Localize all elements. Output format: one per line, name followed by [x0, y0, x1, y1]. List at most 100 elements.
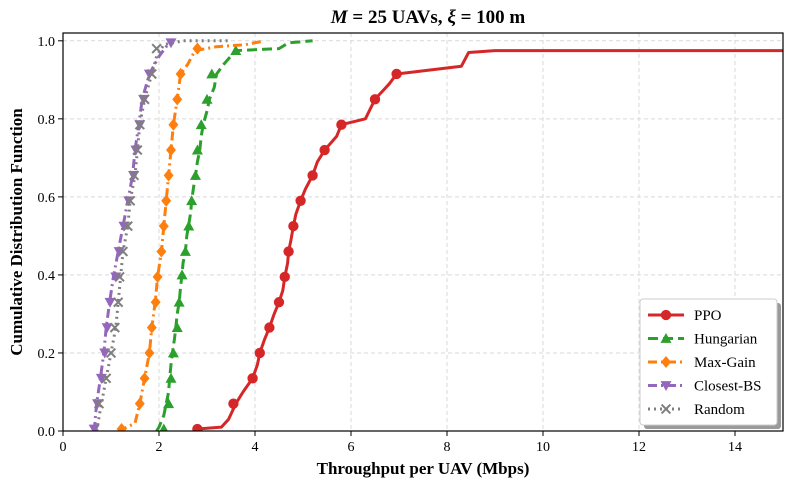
plot-frame: [62, 32, 784, 432]
legend-entry-ppo: PPO: [648, 308, 722, 324]
marker-hungarian: [186, 195, 198, 206]
marker-ppo: [369, 94, 381, 105]
legend-marker-max-gain: [661, 355, 671, 369]
series-layer: [88, 38, 783, 431]
marker-random: [114, 271, 125, 282]
x-axis-label: Throughput per UAV (Mbps): [317, 459, 530, 478]
marker-ppo: [288, 220, 299, 232]
chart-title: M = 25 UAVs, ξ = 100 m: [330, 7, 526, 28]
marker-random: [151, 43, 162, 54]
marker-random: [132, 144, 143, 156]
marker-max-gain: [163, 169, 174, 182]
y-axis-label: Cumulative Distribution Function: [7, 108, 26, 356]
marker-hungarian: [171, 322, 183, 332]
legend-label-closest-bs: Closest-BS: [694, 379, 762, 395]
marker-random: [109, 322, 120, 333]
marker-ppo: [295, 195, 306, 206]
marker-random: [128, 170, 140, 181]
x-tick-label: 12: [632, 440, 646, 455]
marker-hungarian: [183, 220, 195, 231]
marker-closest-bs: [101, 323, 113, 334]
marker-ppo: [254, 347, 265, 359]
marker-hungarian: [191, 144, 203, 155]
marker-random: [125, 195, 136, 206]
y-tick-label: 0.0: [38, 425, 56, 440]
y-tick-label: 0.2: [38, 347, 56, 362]
marker-random: [113, 297, 124, 308]
series-ppo: [192, 49, 783, 431]
marker-ppo: [264, 322, 275, 333]
legend-marker-hungarian: [660, 333, 672, 343]
legend-entry-closest-bs: Closest-BS: [648, 379, 762, 395]
marker-hungarian: [189, 169, 201, 180]
y-tick-label: 0.6: [38, 191, 56, 206]
marker-ppo: [391, 68, 402, 80]
marker-hungarian: [176, 269, 188, 280]
legend-label-hungarian: Hungarian: [694, 332, 758, 348]
marker-random: [146, 68, 157, 80]
series-line-max-gain: [117, 39, 265, 431]
y-tick-label: 0.4: [38, 269, 56, 284]
x-tick-label: 0: [60, 440, 67, 455]
series-hungarian: [155, 39, 313, 431]
marker-max-gain: [116, 422, 127, 431]
marker-max-gain: [150, 296, 161, 309]
marker-hungarian: [195, 119, 207, 130]
marker-hungarian: [163, 398, 175, 409]
marker-random: [93, 398, 105, 409]
x-tick-label: 10: [536, 440, 550, 455]
axis-ticks: 0 2 4 6 8 10 12 14 0.0 0.2 0.4 0.6 0.8 1.0: [38, 35, 743, 455]
marker-ppo: [279, 271, 290, 283]
marker-ppo: [336, 119, 347, 130]
x-tick-label: 8: [444, 440, 451, 455]
marker-random: [122, 221, 133, 232]
x-tick-label: 6: [348, 440, 355, 455]
marker-ppo: [273, 297, 285, 308]
marker-max-gain: [175, 67, 186, 81]
legend-box: [639, 298, 778, 426]
marker-hungarian: [206, 68, 218, 79]
marker-ppo: [319, 144, 330, 156]
series-max-gain: [116, 39, 265, 431]
y-tick-label: 0.8: [38, 113, 56, 128]
legend-marker-closest-bs: [660, 381, 672, 391]
marker-max-gain: [166, 144, 176, 157]
marker-random: [105, 347, 117, 359]
x-tick-label: 4: [252, 440, 259, 455]
legend-marker-random: [660, 403, 672, 415]
marker-closest-bs: [104, 297, 116, 308]
legend-label-ppo: PPO: [694, 308, 722, 324]
marker-closest-bs: [99, 348, 111, 359]
marker-max-gain: [161, 194, 172, 207]
marker-hungarian: [167, 347, 179, 358]
marker-max-gain: [158, 220, 169, 233]
marker-random: [101, 373, 112, 384]
x-tick-label: 14: [728, 440, 742, 455]
legend-marker-ppo: [660, 309, 672, 321]
marker-max-gain: [168, 118, 179, 131]
marker-ppo: [247, 373, 258, 384]
marker-max-gain: [152, 270, 163, 283]
marker-hungarian: [230, 45, 242, 55]
legend-label-random: Random: [694, 402, 745, 418]
grid: [63, 33, 783, 431]
marker-closest-bs: [143, 69, 155, 80]
legend-entry-hungarian: Hungarian: [648, 332, 758, 348]
marker-max-gain: [139, 372, 150, 385]
legend-label-max-gain: Max-Gain: [694, 355, 756, 371]
marker-max-gain: [134, 397, 145, 410]
legend: PPO Hungarian Max-Gain Closest-BS Random: [639, 298, 781, 429]
series-random: [93, 39, 231, 431]
marker-hungarian: [165, 372, 177, 383]
marker-max-gain: [146, 321, 157, 334]
marker-closest-bs: [165, 38, 177, 49]
marker-hungarian: [159, 423, 168, 431]
legend-entry-random: Random: [648, 402, 745, 418]
marker-ppo: [283, 246, 294, 257]
marker-max-gain: [192, 42, 203, 55]
marker-ppo: [192, 423, 203, 431]
marker-max-gain: [144, 346, 155, 360]
marker-hungarian: [201, 93, 213, 104]
x-tick-label: 2: [156, 440, 163, 455]
